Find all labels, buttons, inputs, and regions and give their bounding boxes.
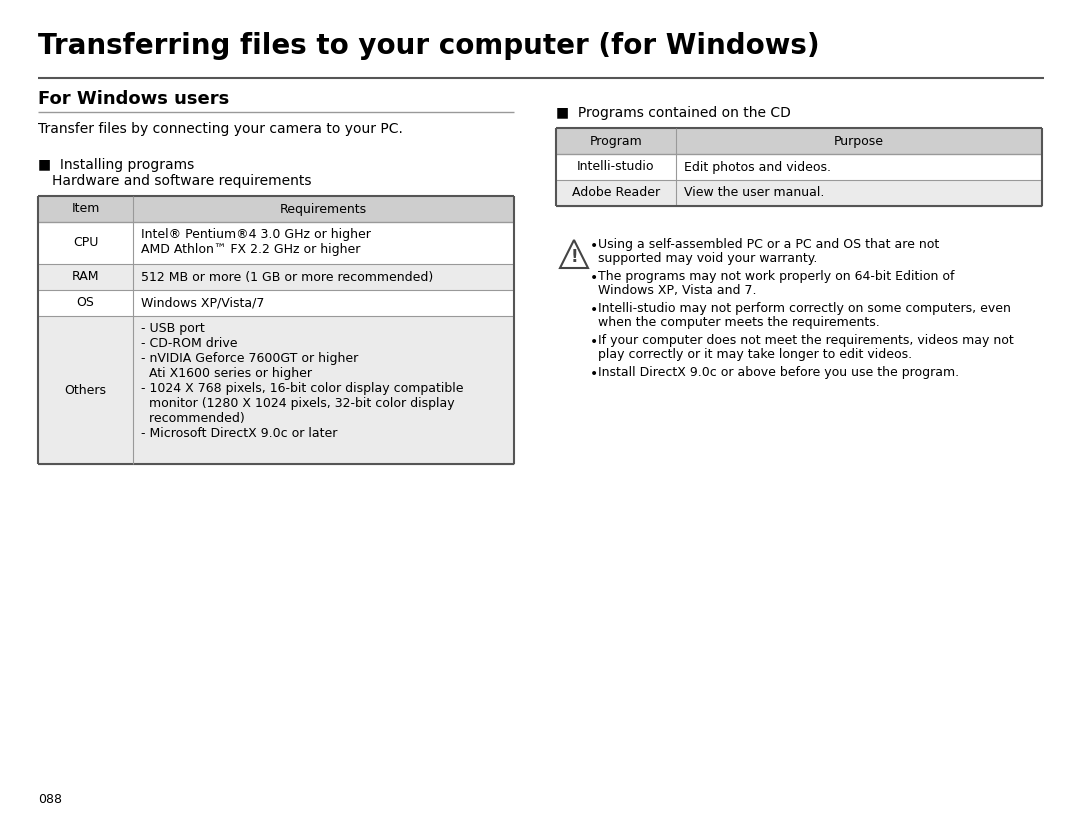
Text: - Microsoft DirectX 9.0c or later: - Microsoft DirectX 9.0c or later [141,427,337,440]
Text: OS: OS [77,297,94,310]
Text: 088: 088 [38,793,62,806]
Text: Transfer files by connecting your camera to your PC.: Transfer files by connecting your camera… [38,122,403,136]
Text: when the computer meets the requirements.: when the computer meets the requirements… [598,316,880,329]
Text: Windows XP, Vista and 7.: Windows XP, Vista and 7. [598,284,756,297]
Bar [556,180,1042,206]
Bar [556,154,1042,180]
Text: 512 MB or more (1 GB or more recommended): 512 MB or more (1 GB or more recommended… [141,271,433,284]
Bar [38,290,514,316]
Text: Edit photos and videos.: Edit photos and videos. [684,161,831,174]
Text: RAM: RAM [71,271,99,284]
Bar [38,222,514,264]
Text: CPU: CPU [72,236,98,249]
Text: Windows XP/Vista/7: Windows XP/Vista/7 [141,297,265,310]
Text: Intel® Pentium®4 3.0 GHz or higher: Intel® Pentium®4 3.0 GHz or higher [141,228,370,241]
Text: •: • [590,239,598,253]
Text: •: • [590,367,598,381]
Text: play correctly or it may take longer to edit videos.: play correctly or it may take longer to … [598,348,913,361]
Text: View the user manual.: View the user manual. [684,187,824,200]
Text: - 1024 X 768 pixels, 16-bit color display compatible: - 1024 X 768 pixels, 16-bit color displa… [141,382,463,395]
Text: Purpose: Purpose [834,134,885,148]
Text: - nVIDIA Geforce 7600GT or higher: - nVIDIA Geforce 7600GT or higher [141,352,359,365]
Text: Requirements: Requirements [280,202,367,215]
Text: Using a self-assembled PC or a PC and OS that are not: Using a self-assembled PC or a PC and OS… [598,238,940,251]
Text: Item: Item [71,202,99,215]
Text: •: • [590,303,598,317]
Text: Ati X1600 series or higher: Ati X1600 series or higher [141,367,312,380]
Text: If your computer does not meet the requirements, videos may not: If your computer does not meet the requi… [598,334,1014,347]
Text: ■  Programs contained on the CD: ■ Programs contained on the CD [556,106,791,120]
Text: Hardware and software requirements: Hardware and software requirements [52,174,311,188]
Text: Transferring files to your computer (for Windows): Transferring files to your computer (for… [38,32,820,60]
Text: Intelli-studio may not perform correctly on some computers, even: Intelli-studio may not perform correctly… [598,302,1011,315]
Text: Program: Program [590,134,643,148]
Text: •: • [590,271,598,285]
Text: !: ! [570,249,578,267]
Text: monitor (1280 X 1024 pixels, 32-bit color display: monitor (1280 X 1024 pixels, 32-bit colo… [141,397,455,410]
Text: The programs may not work properly on 64-bit Edition of: The programs may not work properly on 64… [598,270,955,283]
Text: Adobe Reader: Adobe Reader [572,187,660,200]
Text: Others: Others [65,384,107,397]
Text: ■  Installing programs: ■ Installing programs [38,158,194,172]
Text: - USB port: - USB port [141,322,205,335]
Polygon shape [561,240,588,268]
Text: - CD-ROM drive: - CD-ROM drive [141,337,238,350]
Bar [38,316,514,464]
Text: •: • [590,335,598,349]
Bar [556,128,1042,154]
Text: Intelli-studio: Intelli-studio [577,161,654,174]
Bar [38,196,514,222]
Text: For Windows users: For Windows users [38,90,229,108]
Text: AMD Athlon™ FX 2.2 GHz or higher: AMD Athlon™ FX 2.2 GHz or higher [141,243,361,256]
Text: Install DirectX 9.0c or above before you use the program.: Install DirectX 9.0c or above before you… [598,366,959,379]
Text: recommended): recommended) [141,412,245,425]
Text: supported may void your warranty.: supported may void your warranty. [598,252,818,265]
Bar [38,264,514,290]
